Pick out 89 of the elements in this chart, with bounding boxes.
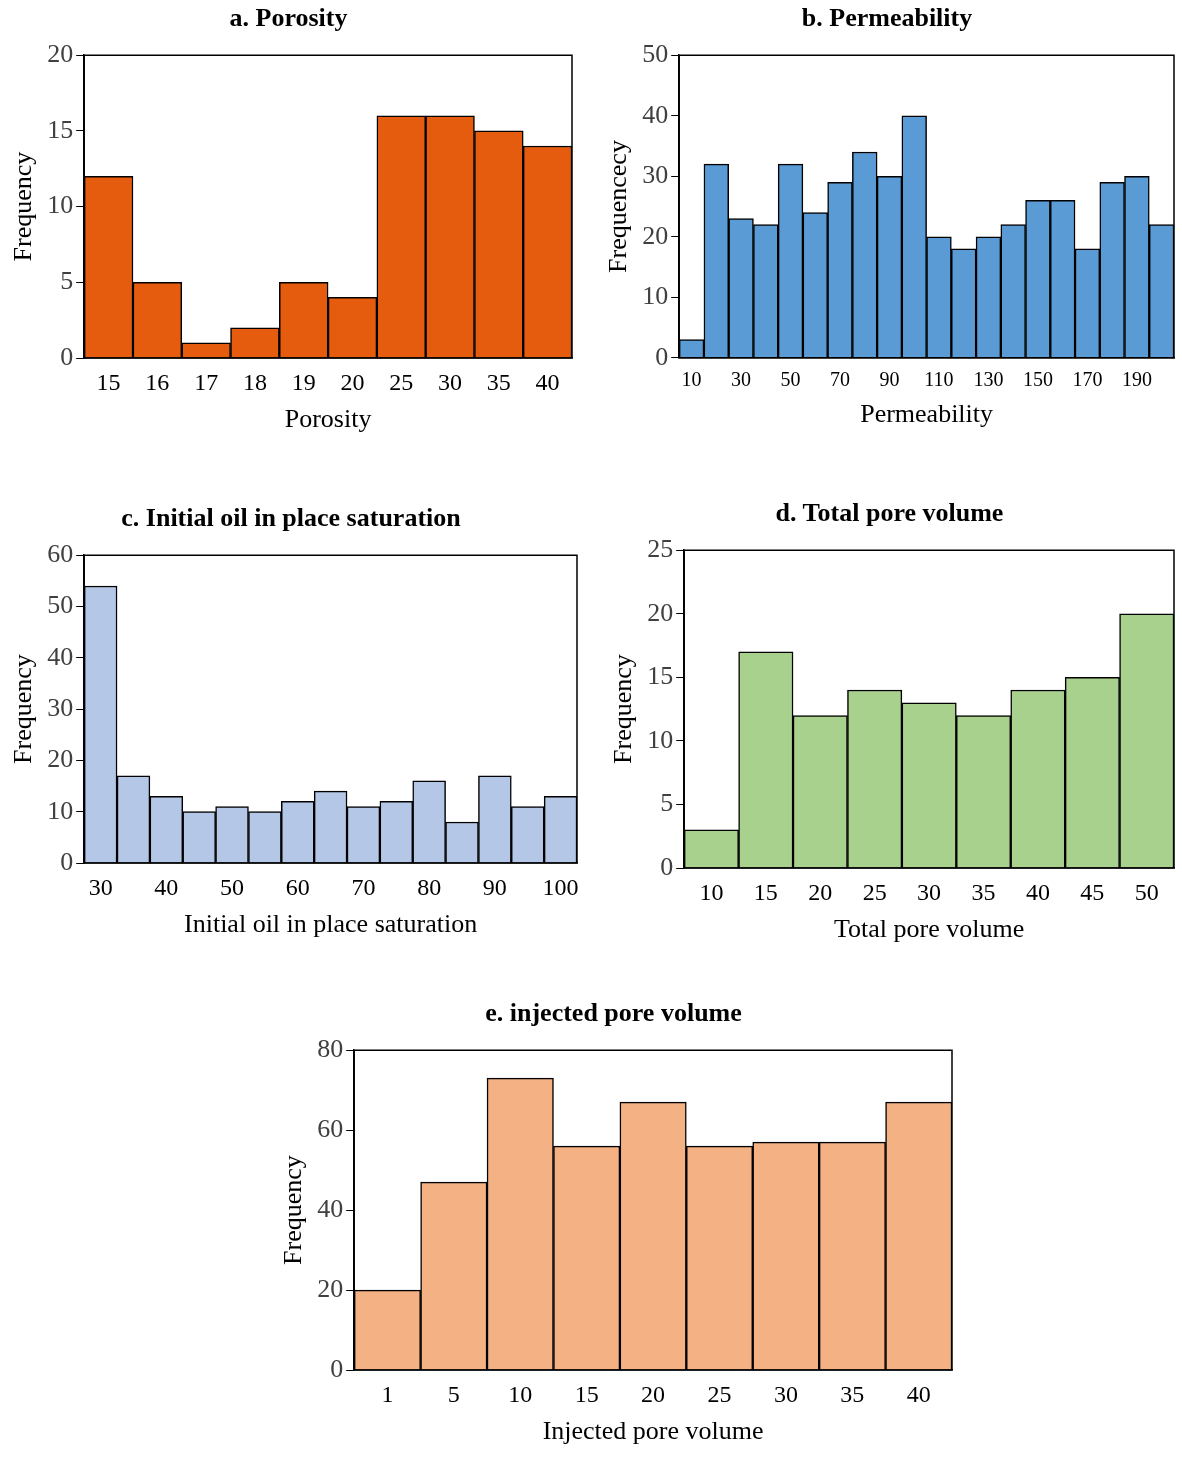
y-axis-title: Frequency: [608, 654, 638, 764]
y-tick-label: 0: [660, 851, 674, 881]
chart-title: b. Permeability: [801, 3, 973, 33]
y-tick-label: 30: [642, 160, 669, 190]
chart-title: c. Initial oil in place saturation: [121, 503, 462, 533]
x-tick-label: 10: [699, 878, 724, 905]
y-tick-label: 0: [60, 846, 74, 876]
x-tick-label: 35: [840, 1380, 865, 1407]
x-tick-label: 15: [96, 368, 121, 395]
x-axis-title: Permeability: [860, 399, 994, 429]
x-tick-label: 15: [574, 1380, 599, 1407]
x-tick-label: 35: [971, 878, 996, 905]
y-tick-label: 10: [47, 795, 74, 825]
y-tick-label: 50: [47, 590, 74, 620]
x-axis-title: Porosity: [284, 404, 372, 434]
x-tick-label: 25: [707, 1380, 732, 1407]
x-tick-label: 18: [242, 368, 267, 395]
y-axis-title: Frequency: [8, 654, 38, 764]
y-tick-label: 50: [642, 39, 669, 69]
x-tick-label: 50: [220, 873, 245, 900]
x-tick-label: 45: [1080, 878, 1105, 905]
y-tick-label: 40: [317, 1193, 344, 1223]
x-tick-label: 17: [194, 368, 219, 395]
x-tick-label: 90: [879, 368, 900, 391]
x-axis-title: Initial oil in place saturation: [184, 909, 478, 939]
y-tick-label: 20: [642, 220, 669, 250]
x-tick-label: 110: [924, 368, 954, 391]
x-tick-label: 60: [285, 873, 310, 900]
x-tick-label: 30: [917, 878, 942, 905]
x-tick-label: 16: [145, 368, 170, 395]
x-tick-label: 80: [417, 873, 442, 900]
x-tick-label: 100: [542, 873, 579, 900]
y-axis-title: Frequency: [8, 151, 38, 262]
x-tick-label: 50: [1134, 878, 1159, 905]
x-tick-label: 19: [291, 368, 316, 395]
x-tick-label: 170: [1072, 368, 1103, 391]
x-tick-label: 35: [486, 368, 511, 395]
y-tick-label: 30: [47, 692, 74, 722]
x-tick-label: 40: [535, 368, 560, 395]
x-tick-label: 40: [154, 873, 179, 900]
x-tick-label: 20: [340, 368, 365, 395]
x-tick-label: 30: [773, 1380, 798, 1407]
x-tick-label: 20: [808, 878, 833, 905]
y-tick-label: 5: [660, 788, 674, 818]
y-axis-title: Frequencecy: [603, 140, 633, 273]
x-tick-label: 25: [862, 878, 887, 905]
y-tick-label: 10: [647, 724, 674, 754]
x-tick-label: 40: [906, 1380, 931, 1407]
x-tick-label: 70: [351, 873, 376, 900]
x-axis-title: Injected pore volume: [542, 1416, 764, 1446]
x-tick-label: 50: [780, 368, 801, 391]
y-tick-label: 20: [47, 39, 74, 69]
y-tick-label: 0: [655, 341, 669, 371]
y-tick-label: 5: [60, 266, 74, 296]
x-tick-label: 40: [1025, 878, 1050, 905]
x-tick-label: 30: [731, 368, 752, 391]
x-tick-label: 25: [389, 368, 414, 395]
x-tick-label: 30: [88, 873, 113, 900]
y-tick-label: 20: [647, 597, 674, 627]
x-axis-title: Total pore volume: [833, 914, 1025, 944]
y-tick-label: 10: [47, 190, 74, 220]
x-tick-label: 130: [973, 368, 1004, 391]
y-tick-label: 0: [330, 1353, 344, 1383]
x-tick-label: 150: [1022, 368, 1053, 391]
x-tick-label: 70: [830, 368, 851, 391]
y-tick-label: 80: [317, 1034, 344, 1064]
chart-title: a. Porosity: [229, 3, 348, 33]
x-tick-label: 90: [482, 873, 507, 900]
y-tick-label: 0: [60, 341, 74, 371]
x-tick-label: 5: [447, 1380, 460, 1407]
y-tick-label: 20: [47, 744, 74, 774]
y-tick-label: 10: [642, 281, 669, 311]
y-tick-label: 60: [47, 539, 74, 569]
x-tick-label: 1: [381, 1380, 394, 1407]
y-tick-label: 15: [647, 661, 674, 691]
chart-title: e. injected pore volume: [485, 998, 742, 1028]
y-tick-label: 40: [642, 99, 669, 129]
x-tick-label: 10: [681, 368, 702, 391]
x-tick-label: 15: [753, 878, 778, 905]
y-tick-label: 25: [647, 534, 674, 564]
y-tick-label: 40: [47, 641, 74, 671]
x-tick-label: 190: [1121, 368, 1152, 391]
x-tick-label: 30: [438, 368, 463, 395]
x-tick-label: 10: [508, 1380, 533, 1407]
y-axis-title: Frequency: [278, 1155, 308, 1265]
chart-title: d. Total pore volume: [775, 498, 1004, 528]
y-tick-label: 15: [47, 114, 74, 144]
y-tick-label: 60: [317, 1113, 344, 1143]
y-tick-label: 20: [317, 1273, 344, 1303]
